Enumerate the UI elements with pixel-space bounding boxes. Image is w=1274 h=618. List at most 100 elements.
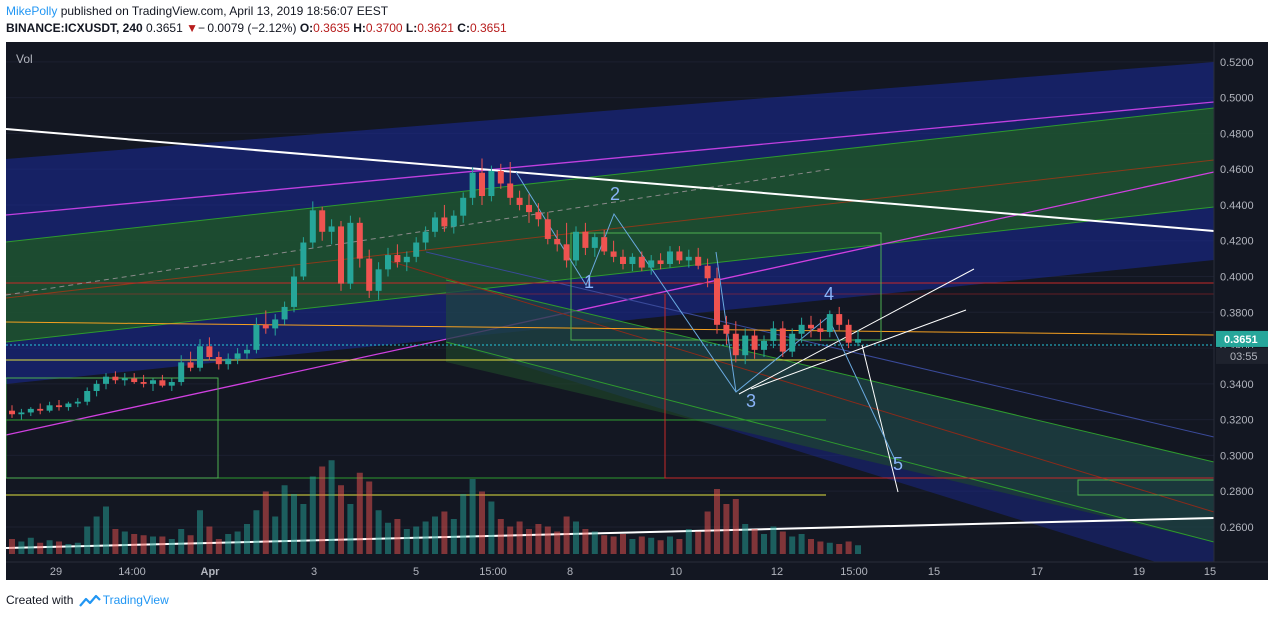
candle-body xyxy=(610,251,617,257)
red-box-lines xyxy=(664,294,1214,479)
candle-body xyxy=(215,357,222,365)
last-price-tag xyxy=(1216,330,1268,347)
candle-body xyxy=(84,390,91,402)
x-tick-label: 15:00 xyxy=(479,566,507,578)
volume-bar xyxy=(131,534,138,554)
volume-bar xyxy=(751,529,758,554)
volume-bar xyxy=(629,539,636,554)
x-tick-label: 17 xyxy=(1031,566,1043,578)
candle-body xyxy=(845,324,852,343)
magenta-trend-line xyxy=(6,171,1214,436)
candle-body xyxy=(150,380,156,384)
volume-bar xyxy=(742,524,749,554)
volume-bar xyxy=(37,542,44,554)
volume-bar xyxy=(591,531,598,554)
candle-body xyxy=(131,378,138,383)
candle-body xyxy=(544,219,551,239)
volume-bar xyxy=(300,504,307,554)
wedge-lower-line xyxy=(750,309,967,390)
candle-body xyxy=(394,255,401,263)
candle-body xyxy=(507,183,514,198)
volume-bar xyxy=(620,534,626,554)
candle-body xyxy=(826,314,833,332)
volume-bar xyxy=(422,521,429,554)
publish-info: published on TradingView.com, April 13, … xyxy=(60,4,389,18)
candle-body xyxy=(56,405,62,408)
volume-bar xyxy=(93,516,100,554)
candle-body xyxy=(366,258,373,291)
y-tick-label: 0.3000 xyxy=(1220,450,1254,462)
candle-body xyxy=(563,244,570,261)
candle-body xyxy=(779,328,786,352)
price-chart[interactable]: 123450.52000.50000.48000.46000.44000.420… xyxy=(6,42,1268,580)
candle-body xyxy=(582,231,589,248)
candle-body xyxy=(385,255,391,270)
volume-bar xyxy=(770,526,777,554)
y-tick-label: 0.4600 xyxy=(1220,164,1254,176)
candle-body xyxy=(262,324,269,329)
created-with-text: Created with xyxy=(6,593,74,607)
publish-header: MikePolly published on TradingView.com, … xyxy=(6,4,388,18)
candle-body xyxy=(375,269,382,291)
chart-area[interactable]: 1 2 3 4 5 0.5200 0.5000 0.4800 0.4600 0.4400 0.420… xyxy=(6,42,1268,580)
candle-body xyxy=(272,319,279,329)
candle-body xyxy=(112,376,119,381)
volume-bar xyxy=(74,542,81,554)
volume-bar xyxy=(253,510,260,554)
x-tick-label: 5 xyxy=(413,566,419,578)
volume-bar xyxy=(695,531,702,554)
wedge-upper-line xyxy=(738,268,975,395)
volume-bar xyxy=(403,529,410,554)
volume-label: Vol xyxy=(16,52,33,66)
candle-body xyxy=(469,172,476,198)
volume-bar xyxy=(723,504,730,554)
high-label: H: xyxy=(353,21,366,35)
volume-bar xyxy=(168,539,175,554)
tradingview-link[interactable]: TradingView xyxy=(102,593,169,607)
candle-body xyxy=(497,170,504,184)
candle-body xyxy=(93,383,100,391)
volume-bar xyxy=(441,511,448,554)
volume-bar xyxy=(385,522,391,554)
low-label: L: xyxy=(405,21,418,35)
volume-bar xyxy=(648,537,655,554)
candle-body xyxy=(573,231,579,261)
volume-bar xyxy=(563,516,570,554)
volume-bar xyxy=(516,521,523,554)
volume-bar xyxy=(112,529,119,554)
volume-bar xyxy=(450,519,457,554)
candle-body xyxy=(817,328,824,332)
volume-bar xyxy=(798,534,805,554)
volume-bar xyxy=(836,544,843,554)
volume-bar xyxy=(234,531,241,554)
volume-bar xyxy=(206,526,213,554)
candle-body xyxy=(347,222,354,284)
volume-bar xyxy=(826,542,833,554)
volume-bar xyxy=(103,506,109,554)
candle-body xyxy=(206,346,213,358)
candle-body xyxy=(140,382,147,384)
channel-mid-line xyxy=(6,159,1214,299)
y-tick-label: 0.5000 xyxy=(1220,93,1254,105)
candle-body xyxy=(422,231,429,243)
candle-body xyxy=(620,256,626,264)
candle-body xyxy=(234,353,241,359)
open-label: O: xyxy=(299,21,314,35)
candle-body xyxy=(601,237,608,252)
volume-bar xyxy=(159,536,166,554)
candle-body xyxy=(225,358,232,365)
y-tick-label: 0.2600 xyxy=(1220,522,1254,534)
volume-bar xyxy=(140,535,147,554)
volume-bar xyxy=(526,529,532,554)
volume-bar xyxy=(761,534,767,554)
candle-body xyxy=(244,349,250,354)
candle-body xyxy=(855,339,861,343)
x-tick-label: 10 xyxy=(670,566,682,578)
author-link[interactable]: MikePolly xyxy=(6,4,58,18)
volume-bar xyxy=(309,476,316,554)
symbol-bar: BINANCE:ICXUSDT, 240 0.3651 ▼− 0.0079 (−… xyxy=(6,21,507,35)
candle-body xyxy=(9,410,15,415)
candle-body xyxy=(808,324,814,329)
close-value: 0.3651 xyxy=(469,21,507,35)
elliott-wave-path xyxy=(515,171,897,463)
